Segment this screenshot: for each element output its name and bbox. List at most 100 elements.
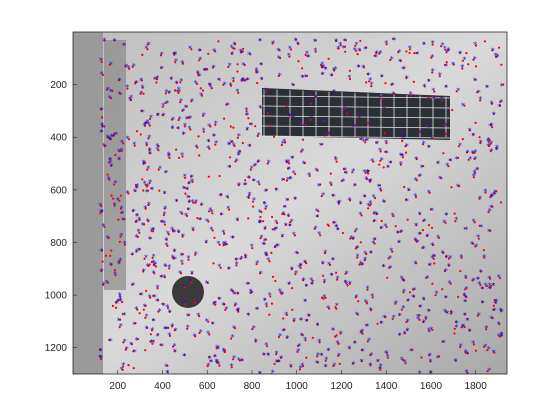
red-feature-point <box>104 144 107 147</box>
red-feature-point <box>179 272 183 275</box>
red-feature-point <box>477 237 480 240</box>
red-feature-point <box>441 288 444 291</box>
blue-asterisk-marker: * <box>382 314 386 323</box>
blue-asterisk-marker: * <box>237 132 241 141</box>
blue-asterisk-marker: * <box>205 317 209 326</box>
red-feature-point <box>353 340 357 343</box>
red-feature-point <box>123 218 126 221</box>
red-feature-point <box>173 350 177 353</box>
red-feature-point <box>151 342 154 345</box>
red-feature-point <box>297 60 300 63</box>
red-feature-point <box>342 168 345 171</box>
red-feature-point <box>108 161 111 164</box>
red-feature-point <box>388 266 391 269</box>
blue-asterisk-marker: * <box>427 143 431 152</box>
red-feature-point <box>474 349 477 352</box>
red-feature-point <box>343 171 347 174</box>
red-feature-point <box>163 191 166 194</box>
blue-asterisk-marker: * <box>367 71 371 80</box>
blue-asterisk-marker: * <box>100 128 104 137</box>
blue-asterisk-marker: * <box>113 201 117 210</box>
blue-asterisk-marker: * <box>422 318 426 327</box>
blue-asterisk-marker: * <box>330 271 334 280</box>
blue-asterisk-marker: * <box>144 254 148 263</box>
red-feature-point <box>264 207 267 210</box>
blue-asterisk-marker: * <box>236 291 240 300</box>
blue-asterisk-marker: * <box>259 61 263 70</box>
blue-asterisk-marker: * <box>479 138 483 147</box>
red-feature-point <box>179 81 182 84</box>
blue-asterisk-marker: * <box>406 297 410 306</box>
red-feature-point <box>146 48 149 51</box>
red-feature-point <box>236 136 239 139</box>
red-feature-point <box>249 168 252 171</box>
red-feature-point <box>183 353 186 356</box>
blue-asterisk-marker: * <box>278 332 282 341</box>
blue-asterisk-marker: * <box>405 197 409 206</box>
blue-asterisk-marker: * <box>372 236 376 245</box>
blue-asterisk-marker: * <box>218 296 222 305</box>
red-feature-point <box>126 87 129 90</box>
blue-asterisk-marker: * <box>384 39 388 48</box>
red-feature-point <box>237 308 240 312</box>
blue-asterisk-marker: * <box>479 223 483 232</box>
blue-asterisk-marker: * <box>135 212 139 221</box>
blue-asterisk-marker: * <box>132 62 136 71</box>
blue-asterisk-marker: * <box>463 292 467 301</box>
red-feature-point <box>286 198 289 201</box>
red-feature-point <box>287 214 290 217</box>
red-feature-point <box>499 100 502 103</box>
blue-asterisk-marker: * <box>495 144 499 153</box>
blue-asterisk-marker: * <box>435 290 439 299</box>
red-feature-point <box>135 186 138 189</box>
red-feature-point <box>173 249 176 253</box>
red-feature-point <box>236 219 239 222</box>
red-feature-point <box>265 305 268 308</box>
red-feature-point <box>98 354 101 358</box>
red-feature-point <box>285 313 288 316</box>
blue-asterisk-marker: * <box>362 193 366 202</box>
red-feature-point <box>280 143 283 147</box>
blue-asterisk-marker: * <box>200 201 204 210</box>
red-feature-point <box>194 299 197 302</box>
red-feature-point <box>412 80 415 83</box>
red-feature-point <box>447 264 451 267</box>
red-feature-point <box>386 351 389 354</box>
red-feature-point <box>329 172 332 175</box>
blue-asterisk-marker: * <box>174 198 178 207</box>
blue-asterisk-marker: * <box>444 294 448 303</box>
red-feature-point <box>303 260 306 263</box>
blue-asterisk-marker: * <box>497 273 501 282</box>
red-feature-point <box>146 326 149 329</box>
blue-asterisk-marker: * <box>442 339 446 348</box>
red-feature-point <box>348 347 351 350</box>
blue-asterisk-marker: * <box>211 320 215 329</box>
red-feature-point <box>181 62 184 65</box>
red-feature-point <box>309 118 312 121</box>
red-feature-point <box>189 128 192 131</box>
red-feature-point <box>320 195 323 198</box>
red-feature-point <box>335 40 338 43</box>
red-feature-point <box>263 201 266 204</box>
red-feature-point <box>206 365 209 368</box>
red-feature-point <box>399 59 402 63</box>
red-feature-point <box>415 224 418 227</box>
blue-asterisk-marker: * <box>185 185 189 194</box>
red-feature-point <box>304 339 307 342</box>
red-feature-point <box>447 257 450 260</box>
blue-asterisk-marker: * <box>264 187 268 196</box>
blue-asterisk-marker: * <box>500 330 504 339</box>
red-feature-point <box>157 168 160 171</box>
blue-asterisk-marker: * <box>164 241 168 250</box>
blue-asterisk-marker: * <box>493 189 497 198</box>
blue-asterisk-marker: * <box>259 270 263 279</box>
red-feature-point <box>223 117 226 120</box>
red-feature-point <box>141 178 144 181</box>
blue-asterisk-marker: * <box>323 278 327 287</box>
blue-asterisk-marker: * <box>384 138 388 147</box>
red-feature-point <box>491 317 494 320</box>
blue-asterisk-marker: * <box>217 76 221 85</box>
red-feature-point <box>175 199 178 202</box>
blue-asterisk-marker: * <box>461 323 465 332</box>
blue-asterisk-marker: * <box>459 253 463 262</box>
